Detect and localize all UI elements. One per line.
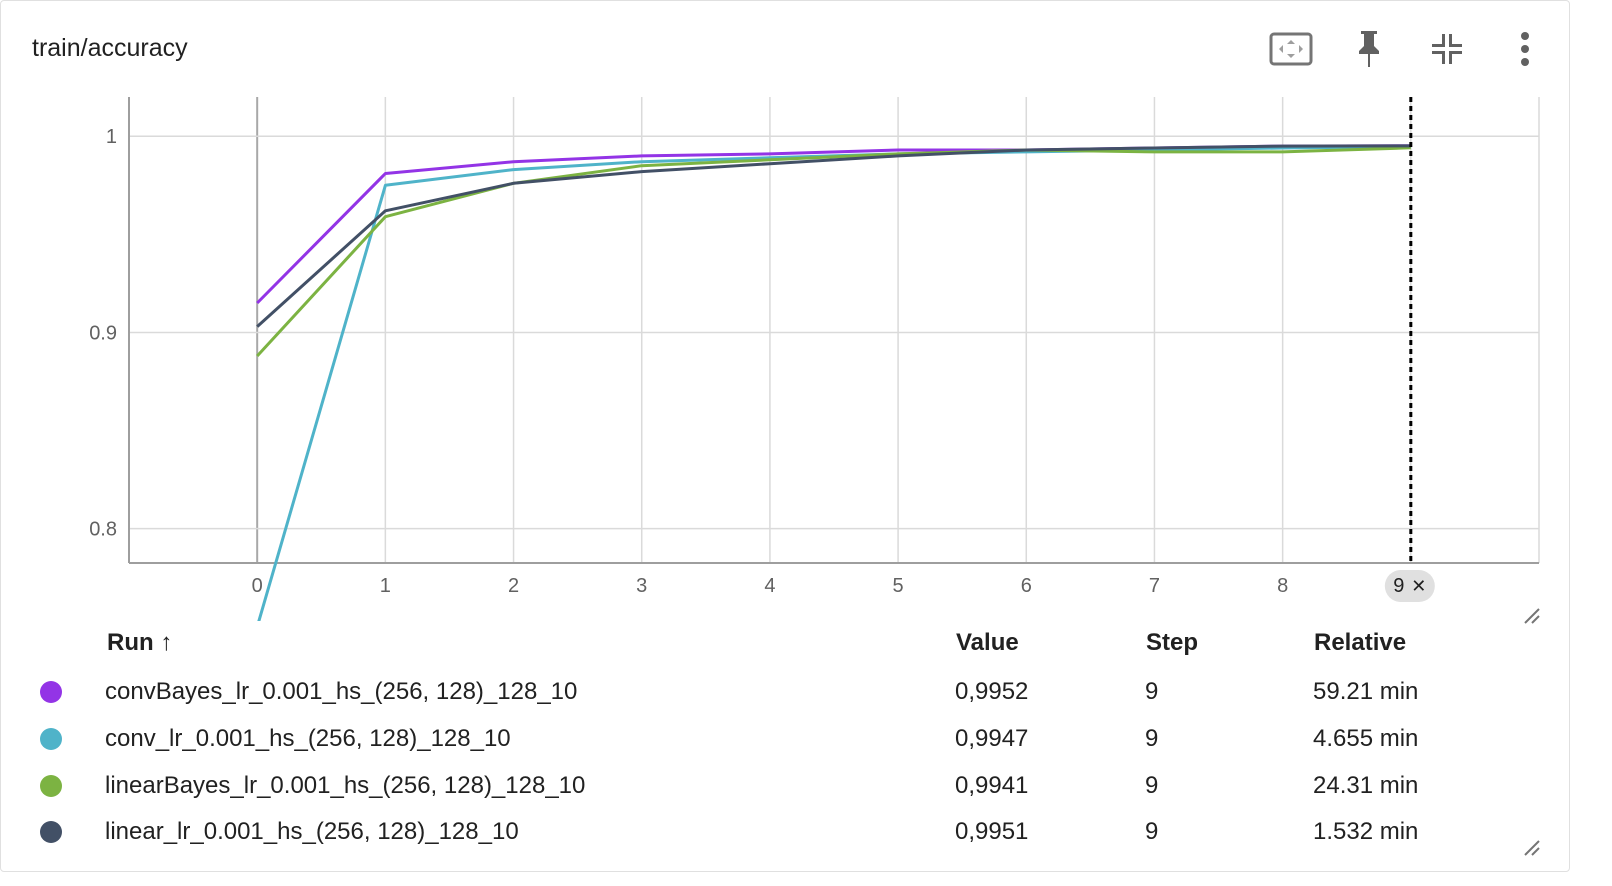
run-relative: 4.655 min: [1313, 725, 1419, 752]
pin-icon: [1359, 31, 1379, 67]
x-tick-label: 1: [380, 575, 391, 597]
y-tick-label: 0.8: [89, 519, 117, 541]
x-tick-label: 7: [1149, 575, 1160, 597]
run-name: conv_lr_0.001_hs_(256, 128)_128_10: [105, 725, 511, 752]
hover-step-chip: [1384, 570, 1435, 602]
table-row: convBayes_lr_0.001_hs_(256, 128)_128_10 …: [1, 669, 1569, 715]
series-line: [256, 144, 1411, 305]
series-line: [257, 145, 1411, 621]
run-relative: 1.532 min: [1313, 818, 1419, 845]
fit-to-domain-icon: [1269, 32, 1313, 66]
x-tick-label: 5: [893, 575, 904, 597]
table-row: linearBayes_lr_0.001_hs_(256, 128)_128_1…: [1, 763, 1569, 809]
hover-close-icon[interactable]: ✕: [1411, 576, 1426, 596]
x-tick-label: 4: [764, 575, 775, 597]
run-value: 0,9952: [955, 678, 1029, 705]
x-tick-label: 2: [508, 575, 519, 597]
x-tick-label: 0: [252, 575, 263, 597]
more-vert-icon: [1521, 32, 1529, 66]
column-header-value[interactable]: Value: [956, 629, 1019, 656]
run-color-dot: [40, 821, 62, 843]
run-relative: 24.31 min: [1313, 772, 1419, 799]
column-header-relative[interactable]: Relative: [1314, 629, 1407, 656]
scalar-card: train/accuracy 0.8 0.9 1 0 1 2 3 4 5 6 7 8 9 ✕ Run ↑ …: [0, 0, 1570, 872]
pin-button[interactable]: [1347, 27, 1391, 71]
table-row: conv_lr_0.001_hs_(256, 128)_128_10 0,994…: [1, 716, 1569, 762]
run-color-dot: [40, 681, 62, 703]
x-tick-label: 6: [1021, 575, 1032, 597]
run-step: 9: [1145, 772, 1159, 799]
card-title: train/accuracy: [32, 34, 188, 62]
series-line: [256, 144, 1411, 328]
run-color-dot: [40, 728, 62, 750]
y-tick-label: 1: [106, 126, 117, 148]
column-header-step[interactable]: Step: [1146, 629, 1199, 656]
run-step: 9: [1145, 725, 1159, 752]
y-tick-label: 0.9: [89, 322, 117, 344]
fit-to-domain-button[interactable]: [1269, 27, 1313, 71]
hover-step-label: 9: [1393, 575, 1404, 597]
chart-resize-handle-icon[interactable]: [1521, 605, 1541, 625]
table-resize-handle-icon[interactable]: [1521, 837, 1541, 857]
run-step: 9: [1145, 678, 1159, 705]
run-value: 0,9951: [955, 818, 1029, 845]
run-relative: 59.21 min: [1313, 678, 1419, 705]
x-tick-label: 8: [1277, 575, 1288, 597]
run-name: linearBayes_lr_0.001_hs_(256, 128)_128_1…: [105, 772, 586, 799]
series-line: [256, 146, 1411, 358]
table-row: linear_lr_0.001_hs_(256, 128)_128_10 0,9…: [1, 809, 1569, 855]
x-tick-label: 3: [636, 575, 647, 597]
more-menu-button[interactable]: [1503, 27, 1547, 71]
run-value: 0,9941: [955, 772, 1029, 799]
run-color-dot: [40, 775, 62, 797]
run-name: linear_lr_0.001_hs_(256, 128)_128_10: [105, 818, 519, 845]
run-value: 0,9947: [955, 725, 1029, 752]
line-chart[interactable]: 0.8 0.9 1 0 1 2 3 4 5 6 7 8 9 ✕: [1, 1, 1569, 621]
run-step: 9: [1145, 818, 1159, 845]
column-header-run[interactable]: Run ↑: [107, 629, 173, 656]
run-name: convBayes_lr_0.001_hs_(256, 128)_128_10: [105, 678, 578, 705]
